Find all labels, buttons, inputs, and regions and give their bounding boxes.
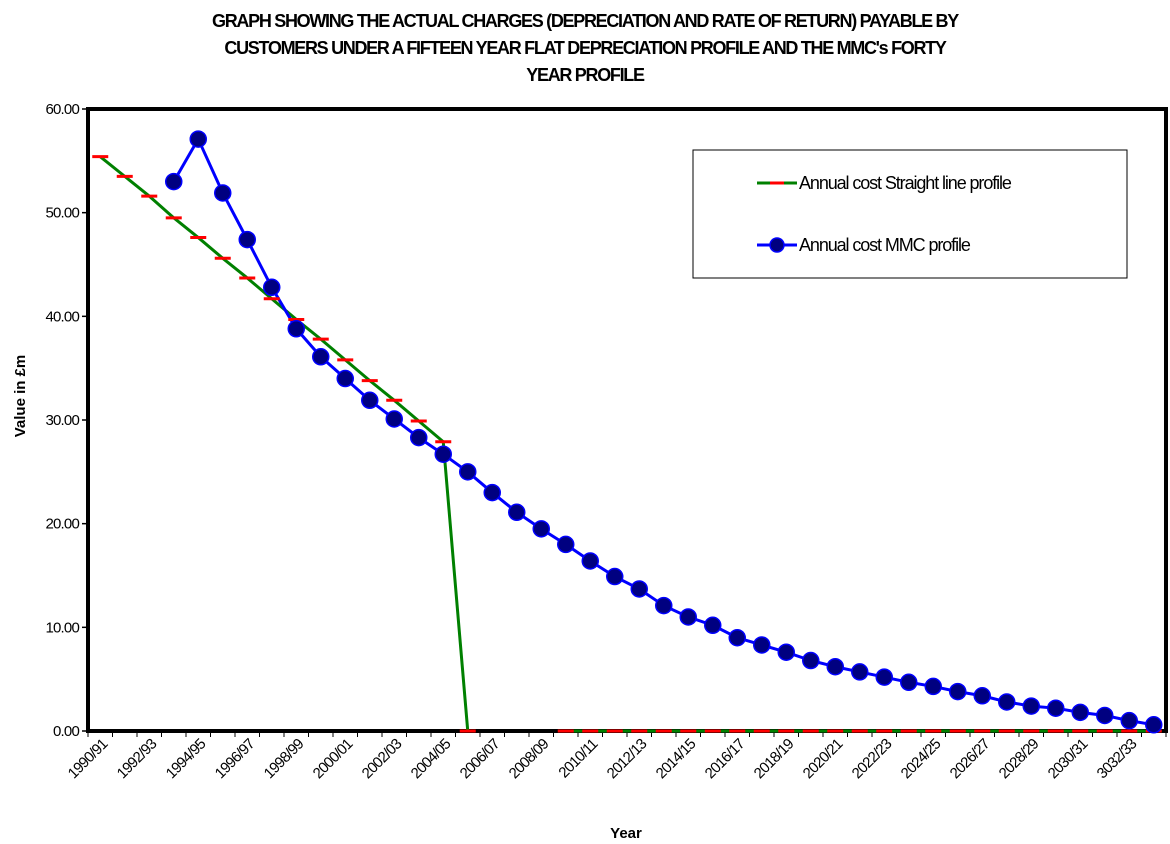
data-point-mmc <box>238 230 256 249</box>
data-point-mmc <box>189 130 207 148</box>
x-tick-label: 2014/15 <box>653 735 700 782</box>
chart-title-line-1: GRAPH SHOWING THE ACTUAL CHARGES (DEPREC… <box>212 11 959 31</box>
data-point-mmc <box>532 520 550 538</box>
y-axis-ticks: 0.00 10.00 20.00 30.00 40.00 50.00 60.00 <box>45 101 88 740</box>
data-point-mmc <box>802 651 820 670</box>
data-point-mmc <box>410 428 428 447</box>
x-tick-label: 2022/23 <box>849 735 896 782</box>
data-point-mmc <box>1071 703 1089 722</box>
x-tick-label: 2024/25 <box>898 735 945 782</box>
x-tick-label: 1998/99 <box>261 735 308 782</box>
x-tick-label: 3032/33 <box>1094 735 1141 782</box>
data-point-mmc <box>728 628 746 647</box>
series-markers <box>92 130 1163 734</box>
x-tick-label: 2012/13 <box>604 735 651 782</box>
x-tick-label: 2000/01 <box>310 735 357 782</box>
data-point-mmc <box>214 184 232 202</box>
x-tick-label: 1992/93 <box>114 735 161 782</box>
data-point-mmc <box>606 567 624 586</box>
data-point-mmc <box>459 463 477 481</box>
data-point-mmc <box>336 369 354 388</box>
data-point-mmc <box>1096 706 1114 725</box>
y-tick-label: 0.00 <box>53 723 79 740</box>
legend-label-mmc: Annual cost MMC profile <box>799 235 971 255</box>
x-tick-label: 2016/17 <box>702 735 749 782</box>
data-point-mmc <box>287 320 305 338</box>
x-tick-label: 2008/09 <box>506 735 553 782</box>
data-point-mmc <box>826 657 844 676</box>
x-tick-label: 2026/27 <box>947 735 994 782</box>
data-point-mmc <box>1120 711 1138 730</box>
data-point-mmc <box>508 503 526 522</box>
data-point-mmc <box>361 391 379 410</box>
data-point-mmc <box>263 278 281 297</box>
x-tick-label: 2018/19 <box>751 735 798 782</box>
legend-marker-mmc <box>769 237 785 253</box>
x-tick-label: 2002/03 <box>359 735 406 782</box>
chart-title-line-2: CUSTOMERS UNDER A FIFTEEN YEAR FLAT DEPR… <box>224 38 946 58</box>
data-point-mmc <box>655 596 673 615</box>
data-point-mmc <box>924 677 942 696</box>
x-axis-ticks: 1990/91 1992/93 1994/95 1996/97 1998/99 2000/… <box>65 731 1167 782</box>
y-tick-label: 50.00 <box>45 205 79 222</box>
legend: Annual cost Straight line profile Annual… <box>692 149 1128 279</box>
data-point-mmc <box>777 643 795 661</box>
x-tick-label: 2030/31 <box>1045 735 1092 782</box>
x-tick-label: 2020/21 <box>800 735 847 782</box>
y-axis-title: Value in £m <box>12 355 29 438</box>
y-tick-label: 30.00 <box>45 412 79 429</box>
data-point-mmc <box>851 663 869 681</box>
x-tick-label: 2028/29 <box>996 735 1043 782</box>
x-tick-label: 2010/11 <box>555 735 601 781</box>
data-point-mmc <box>434 445 452 463</box>
x-tick-label: 1994/95 <box>163 735 210 782</box>
data-point-mmc <box>1145 716 1163 734</box>
data-point-mmc <box>949 682 967 701</box>
x-tick-label: 1996/97 <box>212 735 259 782</box>
data-point-mmc <box>679 608 697 626</box>
chart-title: GRAPH SHOWING THE ACTUAL CHARGES (DEPREC… <box>0 8 1170 89</box>
data-point-mmc <box>557 535 575 554</box>
data-point-mmc <box>998 693 1016 711</box>
y-tick-label: 20.00 <box>45 516 79 533</box>
data-point-mmc <box>1022 697 1040 715</box>
x-tick-label: 2004/05 <box>408 735 455 782</box>
data-point-mmc <box>704 616 722 635</box>
data-point-mmc <box>973 687 991 705</box>
legend-box <box>692 149 1128 279</box>
data-point-mmc <box>1047 699 1065 717</box>
x-axis-title: Year <box>610 825 642 842</box>
data-point-mmc <box>385 410 403 428</box>
data-point-mmc <box>875 668 893 686</box>
chart-title-line-3: YEAR PROFILE <box>526 65 645 85</box>
x-tick-label: 2006/07 <box>457 735 504 782</box>
y-tick-label: 10.00 <box>45 619 79 636</box>
y-tick-label: 40.00 <box>45 308 79 325</box>
data-point-mmc <box>630 580 648 598</box>
data-point-mmc <box>581 552 599 570</box>
legend-label-straight-line: Annual cost Straight line profile <box>799 173 1012 193</box>
x-tick-label: 1990/91 <box>65 735 112 782</box>
data-point-mmc <box>165 172 183 191</box>
data-point-mmc <box>753 636 771 654</box>
data-point-mmc <box>900 673 918 692</box>
data-point-mmc <box>483 483 501 502</box>
y-tick-label: 60.00 <box>45 101 79 118</box>
data-point-mmc <box>312 348 330 366</box>
